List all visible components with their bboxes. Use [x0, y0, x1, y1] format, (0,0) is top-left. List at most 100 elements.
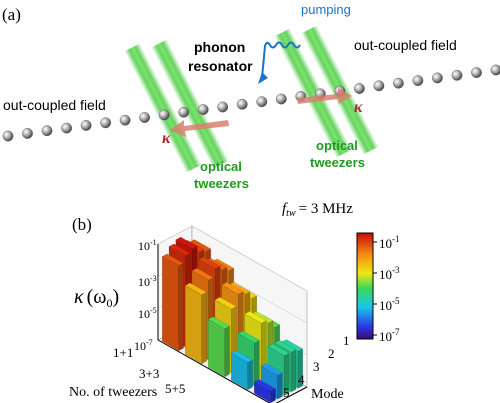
bar-side-face [201, 291, 207, 365]
resonator-label-line2: resonator [188, 58, 253, 74]
beam-right-1 [274, 28, 352, 158]
colorbar-tick-3: 10-5 [379, 296, 400, 313]
bar-top-face [198, 256, 221, 270]
z-tick-4: 10-7 [134, 338, 153, 353]
x-axis-line [157, 339, 271, 403]
bar [207, 316, 231, 378]
bar-top-face [207, 316, 231, 329]
bar-top-face [230, 350, 254, 363]
bar-side-face [277, 372, 283, 400]
ftw-value: = 3 MHz [299, 201, 354, 217]
kappa-arrow-right [297, 88, 352, 104]
outcoupled-left-label: out-coupled field [3, 97, 106, 113]
z-tick-2: 10-3 [138, 274, 157, 289]
bar-top-face [175, 236, 198, 250]
tweezer-beam-left [124, 39, 229, 173]
bar-front-face [184, 285, 202, 365]
pumping-label: pumping [301, 2, 351, 17]
bar-top-face [253, 379, 277, 392]
bar-top-face [221, 282, 244, 295]
colorbar-gradient [356, 232, 374, 340]
tweezers-left-line1: optical [200, 159, 242, 174]
colorbar: 10-1 10-3 10-5 10-7 [356, 232, 400, 344]
panel-a-label: (a) [2, 5, 21, 24]
atom [178, 106, 190, 118]
atom [412, 75, 424, 87]
atom [431, 72, 443, 84]
x-tick-2: 3+3 [139, 366, 159, 381]
bar [184, 282, 208, 365]
ftw-annotation: ftw = 3 MHz [282, 201, 353, 219]
bar [161, 253, 185, 352]
chart-bars [161, 236, 304, 403]
bar-side-face [254, 339, 260, 387]
kappa-arrow-left [170, 120, 229, 137]
atom [119, 114, 131, 126]
y-axis-line [275, 386, 308, 403]
atom [392, 77, 404, 89]
grid-line [157, 225, 308, 292]
z-tick-1: 10-1 [138, 238, 157, 253]
colorbar-tick-4: 10-7 [379, 327, 400, 344]
atom [100, 117, 112, 129]
bar-side-face [247, 359, 253, 391]
atom [256, 96, 268, 108]
y-tick-4: 4 [298, 372, 305, 387]
y-axis-label: Mode [311, 387, 344, 402]
bar-front-face [207, 318, 225, 378]
bar-side-face [290, 349, 297, 393]
x-axis-label: No. of tweezers [69, 385, 157, 400]
atom [275, 93, 287, 105]
atom [217, 101, 229, 113]
atom [158, 109, 170, 121]
bar-side-face [224, 325, 230, 378]
z-tick-labels: 10-1 10-3 10-5 10-7 [134, 238, 157, 353]
bar-top-face [274, 340, 297, 353]
panel-b: (b) ftw = 3 MHz 10-1 10-3 10-5 10-7 κ (ω0)… [69, 201, 400, 403]
atom [471, 67, 482, 79]
panel-b-label: (b) [72, 215, 92, 234]
colorbar-tick-2: 10-3 [379, 265, 400, 282]
atom [22, 127, 33, 139]
tweezers-right-line1: optical [316, 138, 358, 153]
atom [451, 69, 463, 81]
beam-left-1 [124, 43, 202, 173]
resonator-label-line1: phonon [194, 39, 245, 55]
colorbar-tick-1: 10-1 [379, 234, 400, 251]
atom [236, 98, 248, 110]
bar-top-face [244, 311, 267, 324]
bar-top-face [168, 243, 191, 257]
bar-top-face [161, 253, 185, 267]
kappa-right-label: κ [354, 99, 363, 116]
y-tick-1: 1 [343, 333, 350, 348]
x-tick-3: 5+5 [165, 381, 185, 396]
atom [80, 120, 92, 131]
atom [490, 64, 500, 76]
bar-top-face [260, 363, 283, 376]
atom [353, 83, 365, 94]
beam-left-2 [151, 39, 229, 169]
bar [230, 350, 254, 391]
bar-top-face [184, 282, 208, 296]
pumping-arrowhead-icon [258, 72, 268, 84]
bar-top-face [214, 296, 237, 310]
pumping-wave-icon [261, 41, 301, 79]
y-tick-2: 2 [328, 346, 335, 361]
y-tick-5: 5 [283, 385, 290, 400]
tweezers-left-line2: tweezers [194, 176, 249, 191]
bar [253, 379, 277, 403]
tweezers-right-line2: tweezers [310, 155, 365, 170]
bar-top-face [267, 343, 290, 357]
atom [61, 122, 72, 134]
bar-side-face [178, 262, 184, 352]
outcoupled-right-label: out-coupled field [354, 37, 457, 53]
atom [139, 112, 151, 123]
z-tick-3: 10-5 [138, 306, 157, 321]
atom [41, 125, 53, 137]
bar-top-face [191, 267, 214, 281]
bar-front-face [161, 256, 179, 352]
arrow-right-shape [297, 88, 352, 104]
ftw-symbol: f [282, 201, 288, 217]
atom [373, 80, 385, 92]
